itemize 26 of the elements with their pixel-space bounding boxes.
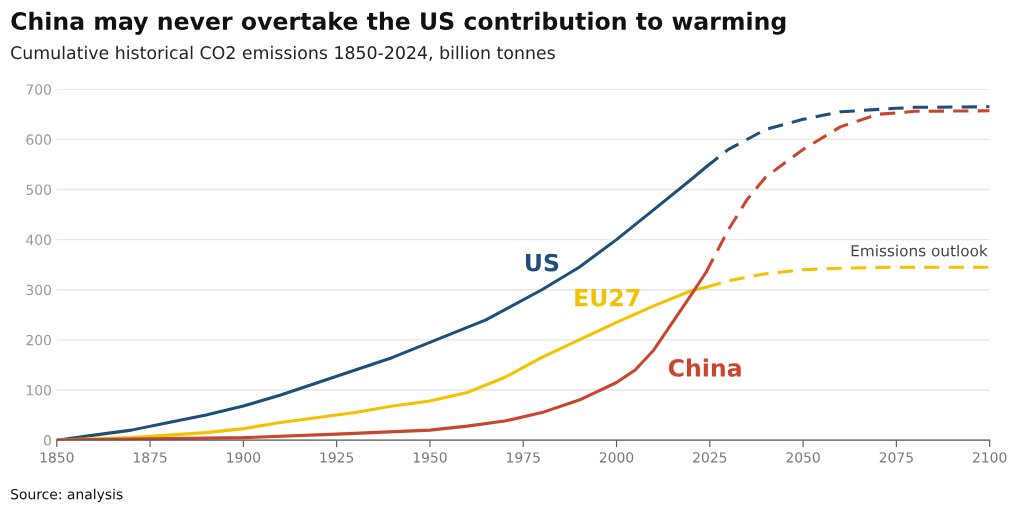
series-label: US	[525, 253, 559, 272]
y-tick-label: 0	[44, 435, 51, 446]
chart-title: China may never overtake the US contribution to warming	[11, 11, 786, 35]
x-tick-label: 2075	[879, 452, 913, 463]
x-tick-label: 1875	[133, 452, 167, 463]
y-tick-label: 300	[26, 284, 51, 296]
x-tick-label: 1850	[40, 452, 74, 463]
y-tick-label: 200	[26, 334, 51, 346]
y-tick-label: 400	[26, 234, 51, 246]
x-tick-label: 2000	[599, 452, 634, 463]
x-tick-label: 2025	[693, 452, 727, 463]
source-note: Source: analysis	[11, 488, 123, 503]
x-tick-label: 1900	[227, 452, 261, 463]
series-label: EU27	[575, 288, 640, 307]
x-tick-label: 2100	[973, 452, 1007, 463]
series-label: China	[668, 358, 741, 377]
y-tick-label: 700	[26, 84, 51, 95]
x-tick-label: 1950	[413, 452, 447, 463]
y-tick-label: 100	[26, 384, 51, 396]
chart-subtitle: Cumulative historical CO2 emissions 1850-2024, billion tonnes	[11, 45, 555, 61]
annotation: Emissions outlook	[851, 244, 988, 257]
x-tick-label: 1925	[320, 452, 354, 463]
y-tick-label: 600	[26, 134, 51, 145]
x-tick-label: 2050	[786, 452, 820, 463]
y-tick-label: 500	[26, 184, 51, 195]
x-tick-label: 1975	[507, 452, 540, 463]
